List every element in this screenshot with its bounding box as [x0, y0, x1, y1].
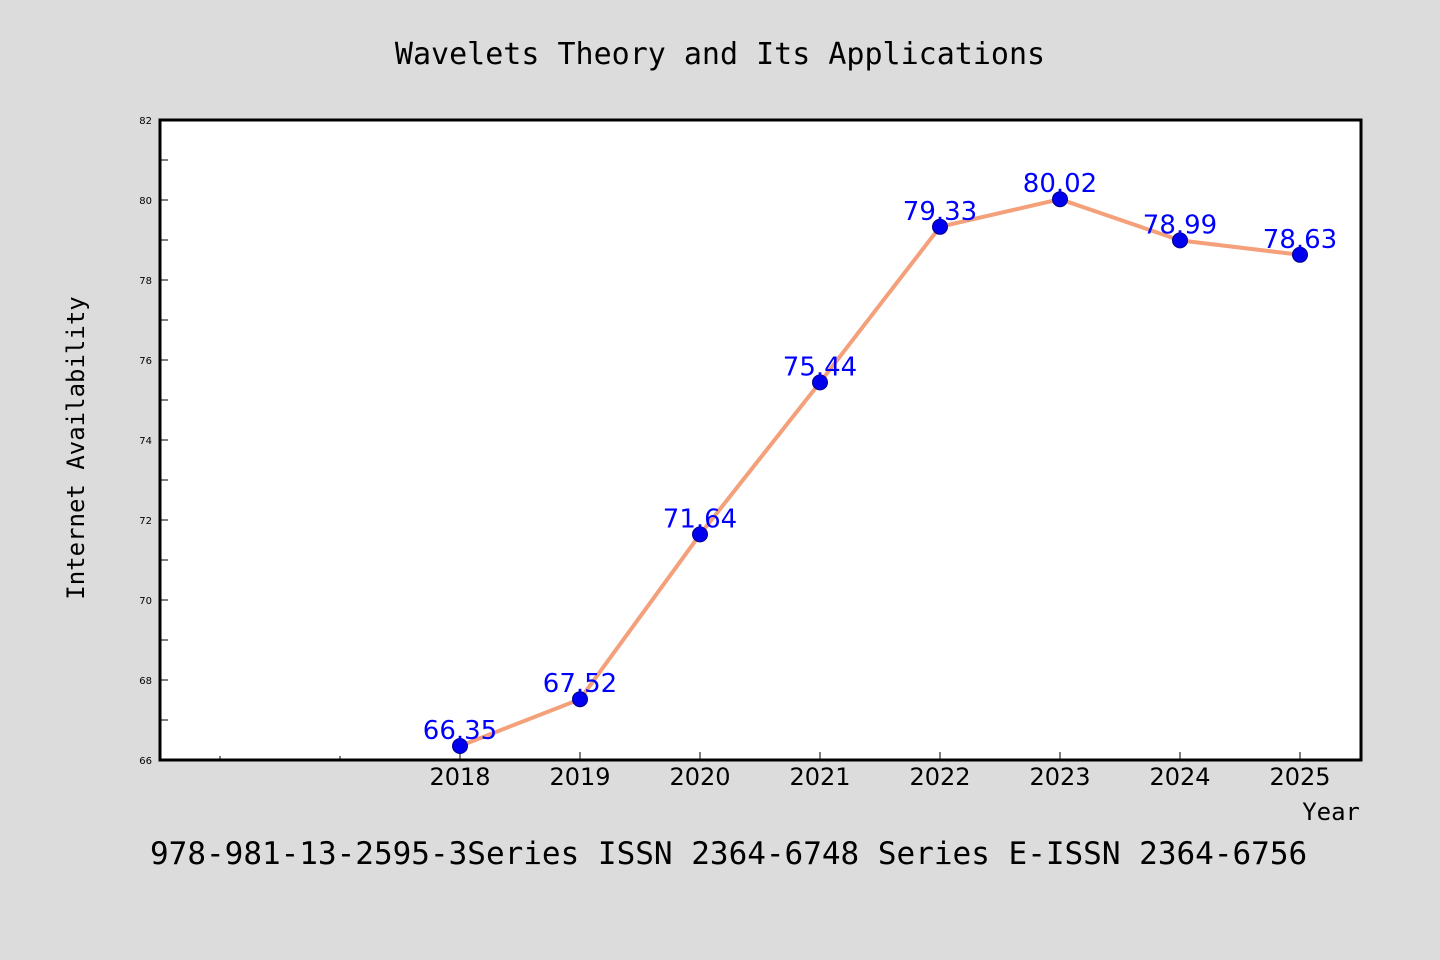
- series-line: [459, 197, 1301, 748]
- data-label: 75.44: [783, 352, 857, 382]
- y-axis-label: Internet Availability: [62, 296, 90, 599]
- x-tick-label: 2023: [1029, 763, 1090, 791]
- data-point: [1052, 191, 1068, 208]
- x-tick-label: 2021: [789, 763, 850, 791]
- footer-text: 978-981-13-2595-3Series ISSN 2364-6748 S…: [150, 836, 1307, 872]
- x-tick-label: 2024: [1149, 763, 1210, 791]
- x-tick-label: 2025: [1269, 763, 1330, 791]
- y-tick-label: 80: [139, 196, 152, 207]
- y-tick-label: 78: [139, 276, 152, 287]
- data-point: [812, 374, 828, 391]
- data-point: [1172, 232, 1188, 249]
- data-point: [1292, 246, 1308, 263]
- y-tick-label: 76: [139, 356, 152, 367]
- y-tick-label: 82: [139, 116, 152, 127]
- x-axis-label: Year: [1302, 798, 1360, 826]
- x-tick-label: 2019: [549, 763, 610, 791]
- data-point: [932, 218, 948, 235]
- data-point: [692, 526, 708, 543]
- x-tick-label: 2020: [669, 763, 730, 791]
- data-label: 66.35: [423, 716, 497, 746]
- y-tick-label: 70: [139, 596, 152, 607]
- data-label: 71.64: [663, 504, 737, 534]
- x-axis: 2018 2019 2020 2021 2022 2023 2024 2025: [219, 752, 1331, 791]
- y-tick-label: 66: [139, 756, 152, 767]
- data-label: 80.02: [1023, 169, 1097, 199]
- y-tick-label: 68: [139, 676, 152, 687]
- series-layer: 66.35 67.52 71.64 75.44 79.33 80.02 78.99 78.63: [423, 169, 1337, 754]
- y-axis: 66 68 70 72 74 76 78 80 82: [139, 116, 168, 767]
- data-label: 78.99: [1143, 210, 1217, 240]
- data-point: [452, 738, 468, 754]
- x-tick-label: 2018: [429, 763, 490, 791]
- data-point: [572, 691, 588, 708]
- y-tick-label: 74: [139, 436, 152, 447]
- data-label: 79.33: [903, 197, 977, 227]
- x-tick-label: 2022: [909, 763, 970, 791]
- data-label: 78.63: [1263, 225, 1337, 255]
- plot-area: [158, 118, 1363, 762]
- data-label: 67.52: [543, 669, 617, 699]
- y-tick-label: 72: [139, 516, 152, 527]
- chart-title: Wavelets Theory and Its Applications: [395, 37, 1045, 72]
